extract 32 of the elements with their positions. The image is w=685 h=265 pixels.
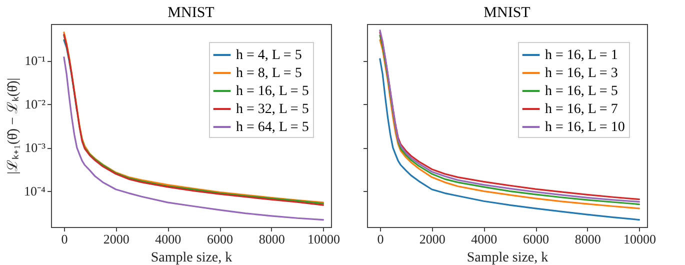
x-tick-label: 8000 <box>574 232 601 246</box>
legend-label: h = 16, L = 5 <box>236 84 309 99</box>
y-tick-label: 10⁻¹ <box>24 53 46 68</box>
x-tick-label: 2000 <box>419 232 446 246</box>
x-tick-label: 2000 <box>103 232 130 246</box>
legend-label: h = 16, L = 1 <box>545 48 618 63</box>
x-axis-title: Sample size, k <box>466 250 548 265</box>
y-tick-label: 10⁻⁴ <box>24 184 46 199</box>
chart-title: MNIST <box>484 5 530 21</box>
x-tick-label: 8000 <box>258 232 285 246</box>
legend-label: h = 64, L = 5 <box>236 120 309 135</box>
legend-label: h = 32, L = 5 <box>236 102 309 117</box>
legend-label: h = 16, L = 3 <box>545 66 618 81</box>
y-tick-label: 10⁻³ <box>24 140 46 156</box>
x-tick-label: 4000 <box>155 232 182 246</box>
x-tick-label: 6000 <box>207 232 234 246</box>
legend-label: h = 4, L = 5 <box>236 48 302 63</box>
x-tick-label: 10000 <box>623 232 656 246</box>
y-axis-title: |ℒₖ₊₁(θ̂) − ℒₖ(θ̂)| <box>6 78 21 174</box>
line-series <box>63 39 78 112</box>
legend-label: h = 16, L = 7 <box>545 102 618 117</box>
x-tick-label: 0 <box>61 232 68 246</box>
chart-title: MNIST <box>168 5 214 21</box>
y-tick-label: 10⁻² <box>24 96 46 112</box>
legend-label: h = 16, L = 10 <box>545 120 625 135</box>
legend-label: h = 16, L = 5 <box>545 84 618 99</box>
x-tick-label: 4000 <box>471 232 498 246</box>
x-tick-label: 0 <box>377 232 384 246</box>
x-tick-label: 6000 <box>523 232 550 246</box>
legend-label: h = 8, L = 5 <box>236 66 302 81</box>
x-axis-title: Sample size, k <box>150 250 232 265</box>
x-tick-label: 10000 <box>307 232 340 246</box>
